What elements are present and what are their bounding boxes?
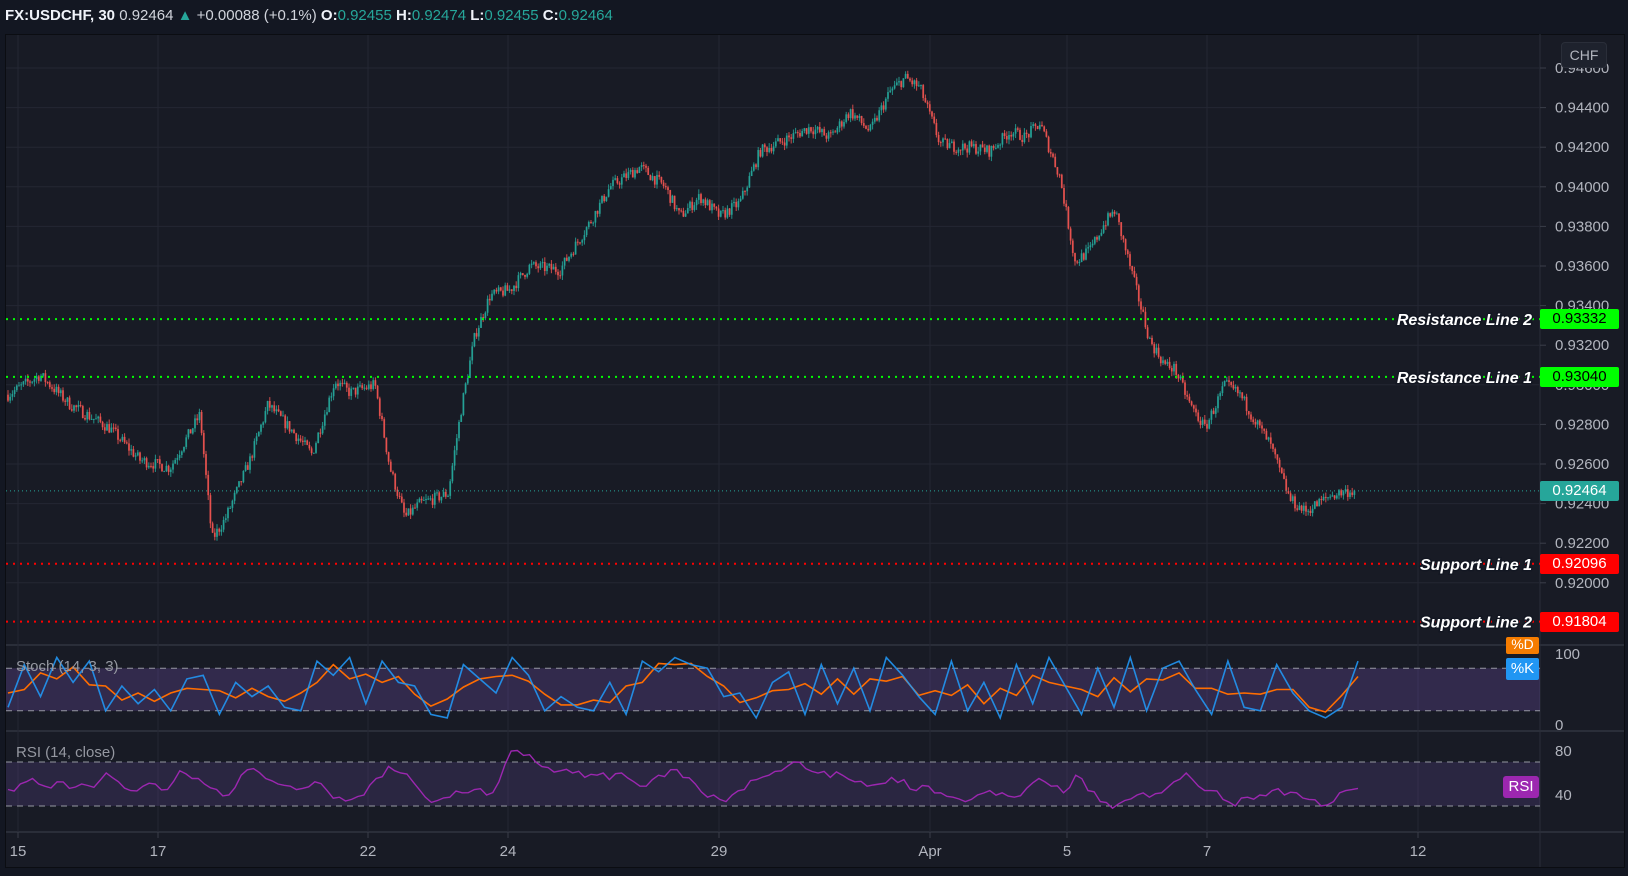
level-line-label[interactable]: Support Line 1 <box>1419 555 1534 575</box>
close-label: C: <box>542 7 559 24</box>
stoch-d-line <box>7 662 1359 713</box>
level-line-label[interactable]: Resistance Line 1 <box>1395 368 1533 388</box>
up-arrow-icon: ▲ <box>177 7 193 24</box>
price-axis-label: 0.94200 <box>1555 139 1609 156</box>
low-label: L: <box>470 7 485 24</box>
currency-button[interactable]: CHF <box>1561 42 1607 68</box>
close-value: 0.92464 <box>558 7 613 24</box>
stoch-pane-title[interactable]: Stoch (14, 3, 3) <box>16 658 119 675</box>
rsi-pane-title[interactable]: RSI (14, close) <box>16 744 116 761</box>
candlestick-series[interactable] <box>7 70 1356 541</box>
level-price-badge: 0.91804 <box>1540 611 1619 632</box>
rsi-axis-label: 80 <box>1555 743 1572 760</box>
price-axis-label: 0.92000 <box>1555 575 1609 592</box>
chart-header: FX:USDCHF, 30 0.92464 ▲ +0.00088 (+0.1%)… <box>0 0 1628 30</box>
level-line-label[interactable]: Resistance Line 2 <box>1395 311 1533 331</box>
symbol-title[interactable]: FX:USDCHF, 30 <box>5 7 116 24</box>
stoch-d-badge: %D <box>1506 637 1539 654</box>
price-axis-label: 0.92600 <box>1555 456 1609 473</box>
rsi-line <box>7 749 1359 810</box>
rsi-badge: RSI <box>1503 776 1539 798</box>
price-axis-label: 0.93600 <box>1555 258 1609 275</box>
price-axis-label: 0.92800 <box>1555 416 1609 433</box>
low-value: 0.92455 <box>484 7 539 24</box>
price-axis-label: 0.92200 <box>1555 535 1609 552</box>
high-label: H: <box>395 7 412 24</box>
stoch-k-badge: %K <box>1506 658 1539 680</box>
time-axis-label: 24 <box>500 843 517 860</box>
level-price-badge: 0.92096 <box>1540 553 1619 574</box>
level-line-label[interactable]: Support Line 2 <box>1419 613 1534 633</box>
time-axis-label: 17 <box>150 843 167 860</box>
last-price: 0.92464 <box>119 7 174 24</box>
ohlc-legend: FX:USDCHF, 30 0.92464 ▲ +0.00088 (+0.1%)… <box>5 1 613 31</box>
time-axis-label: Apr <box>918 843 941 860</box>
stoch-k-line <box>7 654 1359 721</box>
level-price-badge: 0.93332 <box>1540 309 1619 330</box>
time-axis-label: 12 <box>1410 843 1427 860</box>
time-axis-label: 15 <box>10 843 27 860</box>
price-axis-label: 0.94000 <box>1555 179 1609 196</box>
stoch-axis-label: 100 <box>1555 646 1580 663</box>
price-axis-label: 0.93200 <box>1555 337 1609 354</box>
rsi-axis-label: 40 <box>1555 787 1572 804</box>
time-axis-label: 22 <box>360 843 377 860</box>
price-axis-label: 0.94400 <box>1555 100 1609 117</box>
rsi-band <box>6 762 1540 806</box>
high-value: 0.92474 <box>411 7 467 24</box>
stoch-band <box>6 668 1540 711</box>
price-axis-label: 0.93800 <box>1555 218 1609 235</box>
time-axis-label: 29 <box>711 843 728 860</box>
open-value: 0.92455 <box>337 7 392 24</box>
price-change: +0.00088 (+0.1%) <box>196 7 317 24</box>
time-axis-label: 5 <box>1063 843 1071 860</box>
time-axis-label: 7 <box>1203 843 1211 860</box>
open-label: O: <box>320 7 338 24</box>
chart-frame <box>5 34 1625 868</box>
last-price-badge: 0.92464 <box>1540 480 1619 501</box>
stoch-axis-label: 0 <box>1555 717 1563 734</box>
level-price-badge: 0.93040 <box>1540 366 1619 387</box>
